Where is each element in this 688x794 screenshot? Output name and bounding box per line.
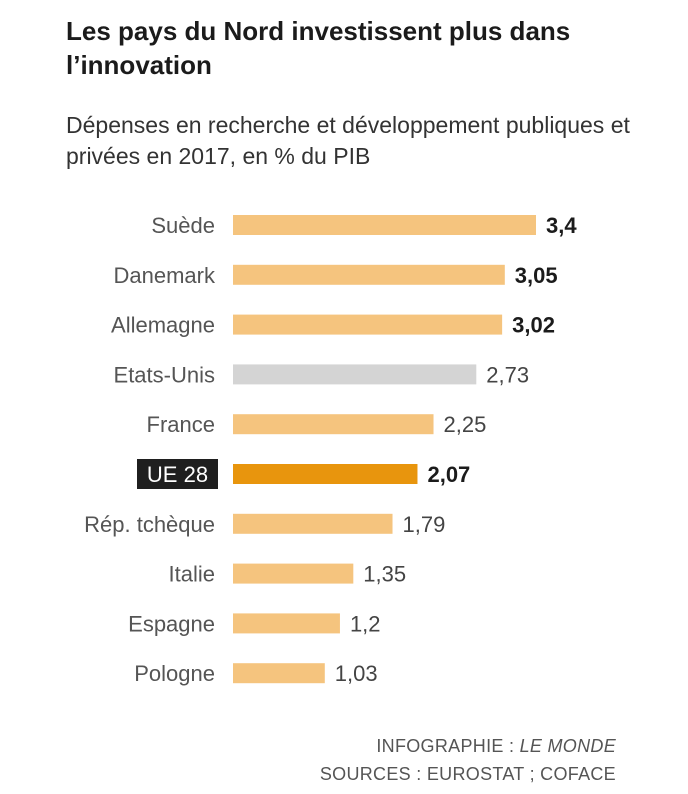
sources-credit: SOURCES : EUROSTAT ; COFACE (319, 764, 616, 784)
value-label: 2,25 (444, 412, 487, 437)
bar (233, 314, 503, 335)
bar (233, 414, 434, 435)
chart-title: Les pays du Nord investissent plus dans … (66, 16, 571, 80)
bar (233, 663, 325, 684)
infographie-name: LE MONDE (519, 736, 616, 756)
category-label: Allemagne (111, 313, 215, 338)
value-label: 3,02 (512, 313, 555, 338)
bar (233, 264, 505, 285)
value-label: 1,79 (403, 512, 446, 537)
value-label: 3,05 (515, 263, 558, 288)
infographie-credit: INFOGRAPHIE : LE MONDE (116, 736, 616, 757)
category-label: France (147, 412, 215, 437)
bar (233, 513, 393, 534)
bar-chart: Suède 3,4 Danemark 3,05 Allemagne 3,02 Etats-U… (84, 213, 577, 686)
value-label: 2,73 (486, 362, 529, 387)
category-label: Suède (151, 213, 215, 238)
value-label: 1,03 (335, 661, 378, 686)
value-label: 2,07 (427, 462, 470, 487)
category-label: Etats-Unis (114, 362, 215, 387)
category-label: UE 28 (147, 462, 208, 487)
infographie-prefix: INFOGRAPHIE : (376, 736, 520, 756)
category-label: Rép. tchèque (84, 512, 215, 537)
value-label: 1,2 (350, 611, 381, 636)
bar (233, 364, 477, 385)
category-label: Danemark (114, 263, 216, 288)
category-label: Italie (169, 562, 215, 587)
chart-subtitle: Dépenses en recherche et développement p… (66, 112, 630, 169)
bar (233, 464, 418, 484)
bar (233, 563, 354, 584)
category-label: Espagne (128, 611, 215, 636)
value-label: 3,4 (546, 213, 577, 238)
bar (233, 215, 536, 235)
bar (233, 613, 340, 634)
highlight-label-background (137, 459, 218, 489)
value-label: 1,35 (363, 562, 406, 587)
category-label: Pologne (134, 661, 215, 686)
